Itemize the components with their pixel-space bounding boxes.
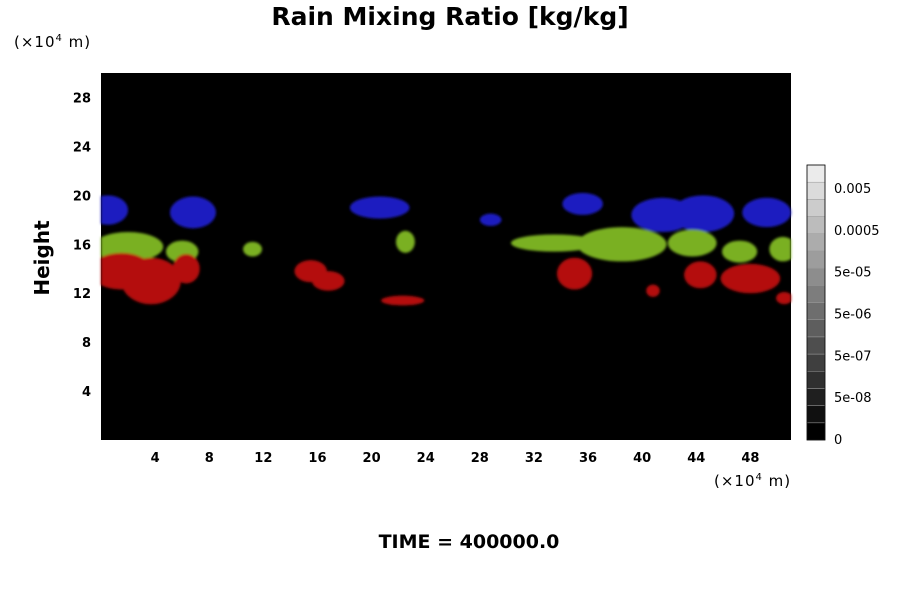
colorbar-tick-label: 0.005 bbox=[834, 182, 871, 197]
x-tick-label: 20 bbox=[363, 451, 381, 466]
colorbar-swatch bbox=[806, 181, 826, 200]
green-rain-region bbox=[243, 241, 262, 257]
colorbar-swatch bbox=[806, 233, 826, 252]
green-rain-region bbox=[667, 229, 717, 257]
red-rain-region bbox=[381, 295, 425, 306]
colorbar-swatch bbox=[806, 302, 826, 320]
colorbar-frame bbox=[806, 164, 826, 441]
green-rain-region bbox=[722, 240, 758, 263]
green-rain-region bbox=[577, 227, 667, 262]
colorbar-swatch bbox=[806, 285, 826, 303]
blue-rain-region bbox=[101, 195, 129, 225]
colorbar-swatch bbox=[806, 422, 826, 441]
colorbar-tick-label: 0.0005 bbox=[834, 224, 880, 239]
plot-area bbox=[101, 73, 791, 440]
green-rain-region bbox=[395, 230, 415, 253]
x-tick-label: 48 bbox=[741, 451, 759, 466]
blue-rain-region bbox=[170, 196, 216, 229]
x-axis-unit: (×104 m) bbox=[714, 472, 792, 490]
colorbar-swatch bbox=[806, 319, 826, 338]
green-rain-region bbox=[769, 236, 791, 262]
red-rain-region bbox=[556, 257, 593, 290]
time-label: TIME = 400000.0 bbox=[378, 531, 560, 553]
y-tick-label: 20 bbox=[73, 189, 91, 204]
colorbar-tick-label: 5e-06 bbox=[834, 308, 872, 323]
colorbar-swatch bbox=[806, 267, 826, 286]
chart-title: Rain Mixing Ratio [kg/kg] bbox=[271, 2, 629, 31]
x-tick-label: 40 bbox=[633, 451, 651, 466]
blue-rain-region bbox=[349, 196, 410, 219]
y-tick-label: 28 bbox=[73, 91, 91, 106]
colorbar-tick-label: 5e-08 bbox=[834, 391, 872, 406]
y-tick-label: 16 bbox=[73, 238, 91, 253]
blue-rain-region bbox=[671, 195, 735, 233]
colorbar-tick-label: 0 bbox=[834, 433, 842, 448]
colorbar-swatch bbox=[806, 216, 826, 234]
y-axis-unit: (×104 m) bbox=[14, 33, 92, 51]
y-tick-label: 8 bbox=[82, 336, 91, 351]
colorbar-swatch bbox=[806, 199, 826, 217]
x-tick-label: 32 bbox=[525, 451, 543, 466]
x-tick-label: 16 bbox=[308, 451, 326, 466]
blue-rain-region bbox=[742, 197, 791, 228]
colorbar-swatch bbox=[806, 336, 826, 355]
red-rain-region bbox=[684, 261, 717, 289]
colorbar-tick-label: 5e-05 bbox=[834, 266, 872, 281]
colorbar-swatch bbox=[806, 164, 826, 183]
red-rain-region bbox=[121, 257, 181, 305]
red-rain-region bbox=[646, 284, 660, 297]
red-rain-region bbox=[776, 291, 791, 305]
x-tick-label: 28 bbox=[471, 451, 489, 466]
green-rain-region bbox=[510, 234, 598, 252]
red-rain-region bbox=[172, 254, 200, 284]
red-rain-region bbox=[312, 271, 345, 291]
x-tick-label: 8 bbox=[205, 451, 214, 466]
blue-rain-region bbox=[479, 213, 502, 226]
colorbar-tick-label: 5e-07 bbox=[834, 349, 872, 364]
y-tick-label: 12 bbox=[73, 287, 91, 302]
colorbar-swatch bbox=[806, 371, 826, 389]
x-tick-label: 4 bbox=[151, 451, 160, 466]
colorbar-swatch bbox=[806, 388, 826, 406]
y-tick-label: 24 bbox=[73, 140, 91, 155]
x-tick-label: 44 bbox=[687, 451, 705, 466]
x-tick-label: 12 bbox=[254, 451, 272, 466]
colorbar-swatch bbox=[806, 250, 826, 269]
red-rain-region bbox=[720, 263, 781, 294]
y-tick-label: 4 bbox=[82, 385, 91, 400]
blue-rain-region bbox=[562, 192, 603, 215]
colorbar-swatch bbox=[806, 405, 826, 424]
x-tick-label: 36 bbox=[579, 451, 597, 466]
x-tick-label: 24 bbox=[417, 451, 435, 466]
colorbar-swatch bbox=[806, 353, 826, 372]
